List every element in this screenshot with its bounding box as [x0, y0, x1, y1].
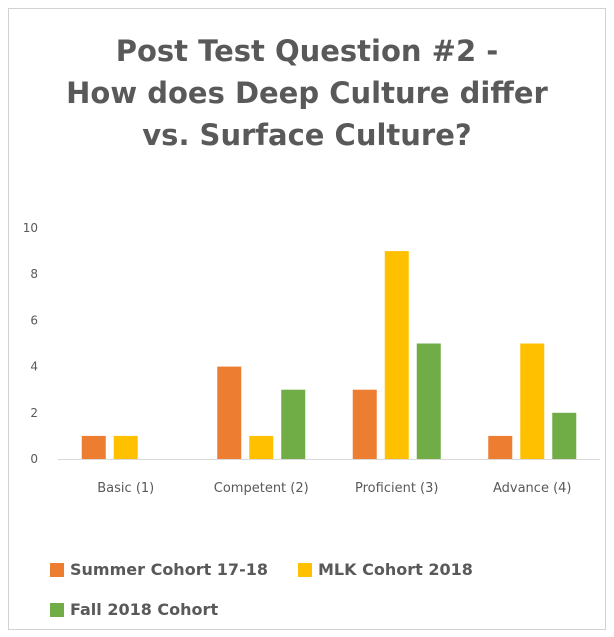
- legend-label-mlk: MLK Cohort 2018: [318, 560, 473, 579]
- y-tick-label: 10: [23, 221, 38, 235]
- y-tick-label: 4: [30, 360, 38, 374]
- category-labels: Basic (1) Competent (2) Proficient (3) Adva…: [97, 481, 571, 496]
- bar: [281, 390, 305, 459]
- y-tick-label: 2: [30, 406, 38, 420]
- legend-swatch-summer: [50, 563, 64, 577]
- category-label: Proficient (3): [355, 481, 438, 496]
- legend-swatch-mlk: [298, 563, 312, 577]
- legend-item-summer: Summer Cohort 17-18: [50, 560, 268, 579]
- bar: [114, 436, 138, 459]
- bar-series: [82, 251, 577, 459]
- legend-item-fall: Fall 2018 Cohort: [50, 600, 218, 619]
- y-axis-ticks: 0 2 4 6 8 10: [23, 221, 38, 466]
- category-label: Competent (2): [214, 481, 309, 496]
- bar: [385, 251, 409, 459]
- bar: [488, 436, 512, 459]
- y-tick-label: 0: [30, 452, 38, 466]
- category-label: Basic (1): [97, 481, 154, 496]
- bar: [82, 436, 106, 459]
- y-tick-label: 8: [30, 267, 38, 281]
- category-label: Advance (4): [493, 481, 572, 496]
- bar: [217, 367, 241, 459]
- legend-label-fall: Fall 2018 Cohort: [70, 600, 218, 619]
- y-tick-label: 6: [30, 313, 38, 327]
- legend-item-mlk: MLK Cohort 2018: [298, 560, 473, 579]
- legend-swatch-fall: [50, 603, 64, 617]
- bar: [520, 344, 544, 460]
- bar: [353, 390, 377, 459]
- bar: [249, 436, 273, 459]
- legend-label-summer: Summer Cohort 17-18: [70, 560, 268, 579]
- bar: [417, 344, 441, 460]
- bar: [552, 413, 576, 459]
